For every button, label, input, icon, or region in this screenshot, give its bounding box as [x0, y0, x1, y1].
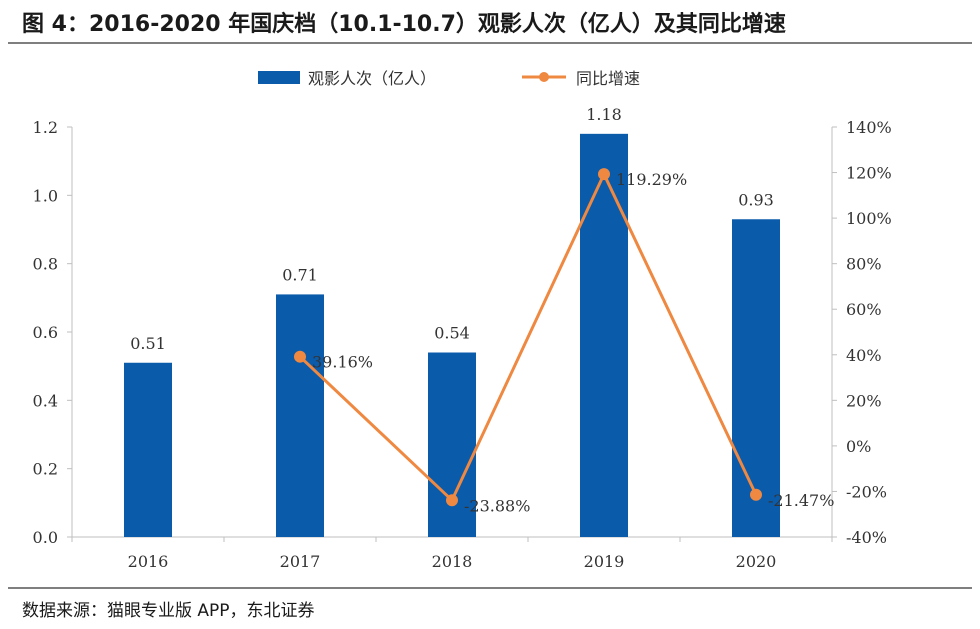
growth-value-label: -21.47%	[768, 491, 834, 510]
growth-line	[298, 170, 758, 503]
y-right-tick-label: 0%	[846, 437, 871, 456]
y-left-tick-label: 0.2	[33, 460, 58, 479]
bar	[732, 219, 780, 537]
growth-value-label: -23.88%	[464, 496, 530, 515]
x-tick-label: 2020	[736, 552, 777, 571]
y-right-tick-label: 100%	[846, 209, 892, 228]
bar-value-label: 0.93	[738, 190, 774, 209]
bar	[124, 362, 172, 537]
y-left-tick-label: 0.6	[33, 323, 58, 342]
legend-line-marker	[539, 72, 549, 82]
growth-point	[446, 494, 458, 507]
bar	[580, 133, 628, 538]
bar	[276, 294, 324, 537]
y-left-tick-label: 1.2	[33, 118, 58, 137]
y-right-tick-label: 120%	[846, 164, 892, 183]
growth-value-label: 119.29%	[616, 170, 687, 189]
figure-title: 图 4：2016-2020 年国庆档（10.1-10.7）观影人次（亿人）及其同…	[22, 12, 786, 37]
bar-value-label: 0.71	[282, 265, 318, 284]
bars	[124, 133, 780, 538]
growth-point	[598, 168, 610, 181]
y-right-tick-label: 80%	[846, 255, 882, 274]
line-series	[294, 168, 762, 507]
y-left-tick-label: 0.0	[33, 528, 58, 547]
source-note: 数据来源：猫眼专业版 APP，东北证券	[22, 601, 315, 621]
axes: 0.0 0.2 0.4 0.6 0.8 1.0 1.2 -40% -20% 0% 20% 40% 60%…	[33, 118, 892, 571]
bar-value-label: 0.54	[434, 324, 470, 343]
bottom-rule	[8, 587, 972, 589]
y-left-tick-label: 1.0	[33, 186, 58, 205]
growth-point	[750, 488, 762, 501]
y-right-tick-label: -40%	[846, 528, 887, 547]
legend-bar-swatch	[258, 71, 300, 84]
y-right-tick-label: -20%	[846, 482, 887, 501]
data-labels: 0.51 0.71 0.54 1.18 0.93 39.16% -23.88% 119.29%…	[130, 105, 834, 515]
legend: 观影人次（亿人） 同比增速	[258, 69, 640, 88]
legend-line-label: 同比增速	[576, 69, 640, 88]
bar-value-label: 1.18	[586, 105, 622, 124]
x-tick-label: 2017	[280, 552, 321, 571]
x-tick-label: 2019	[584, 552, 625, 571]
y-right-tick-label: 140%	[846, 118, 892, 137]
growth-value-label: 39.16%	[312, 353, 373, 372]
x-tick-label: 2018	[432, 552, 473, 571]
y-left-tick-label: 0.8	[33, 255, 58, 274]
y-right-tick-label: 40%	[846, 346, 882, 365]
top-rule	[8, 42, 972, 44]
legend-bar-label: 观影人次（亿人）	[308, 69, 436, 88]
bar-value-label: 0.51	[130, 334, 166, 353]
growth-point	[294, 350, 306, 363]
y-left-tick-label: 0.4	[33, 391, 58, 410]
y-right-tick-label: 60%	[846, 300, 882, 319]
x-tick-label: 2016	[128, 552, 169, 571]
y-right-tick-label: 20%	[846, 391, 882, 410]
